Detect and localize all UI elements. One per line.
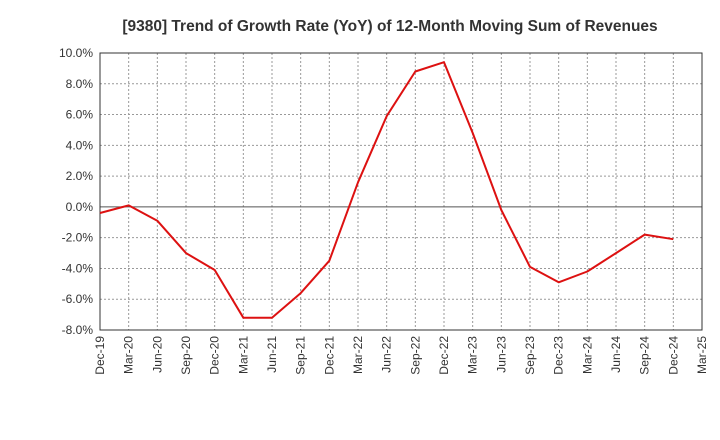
y-tick-label: 8.0%: [66, 77, 94, 91]
y-tick-label: -4.0%: [62, 261, 94, 275]
x-tick-label: Mar-21: [236, 336, 250, 374]
x-tick-label: Dec-23: [552, 336, 566, 375]
plot-border: [99, 52, 703, 331]
x-tick-label: Jun-22: [380, 336, 394, 373]
x-tick-label: Dec-20: [208, 336, 222, 375]
series-line: [99, 61, 674, 319]
y-tick-label: 0.0%: [66, 200, 94, 214]
x-tick-label: Dec-24: [666, 336, 680, 375]
x-tick-label: Mar-22: [351, 336, 365, 374]
x-tick-label: Sep-22: [408, 336, 422, 375]
x-tick-label: Dec-21: [322, 336, 336, 375]
x-tick-label: Sep-21: [294, 336, 308, 375]
x-tick-label: Jun-24: [609, 336, 623, 373]
x-tick-label: Mar-24: [580, 336, 594, 374]
x-tick-label: Dec-22: [437, 336, 451, 375]
x-tick-label: Mar-20: [122, 336, 136, 374]
x-tick-label: Jun-20: [150, 336, 164, 373]
y-tick-label: 10.0%: [59, 46, 93, 60]
x-tick-label: Sep-20: [179, 336, 193, 375]
x-tick-label: Sep-24: [638, 336, 652, 375]
y-tick-label: 6.0%: [66, 108, 94, 122]
y-tick-label: -6.0%: [62, 292, 94, 306]
plot-area: -8.0% -6.0% -4.0% -2.0% 0.0% 2.0% 4.0% 6.0% 8.0%…: [59, 46, 709, 375]
x-tick-label: Sep-23: [523, 336, 537, 375]
x-tick-label: Mar-23: [466, 336, 480, 374]
y-tick-label: -8.0%: [62, 323, 94, 337]
y-tick-label: 2.0%: [66, 169, 94, 183]
y-tick-label: -2.0%: [62, 231, 94, 245]
x-tick-label: Jun-23: [494, 336, 508, 373]
y-tick-label: 4.0%: [66, 138, 94, 152]
x-tick-label: Dec-19: [93, 336, 107, 375]
x-tick-label: Mar-25: [695, 336, 709, 374]
chart-title: [9380] Trend of Growth Rate (YoY) of 12-…: [122, 18, 657, 35]
x-tick-label: Jun-21: [265, 336, 279, 373]
